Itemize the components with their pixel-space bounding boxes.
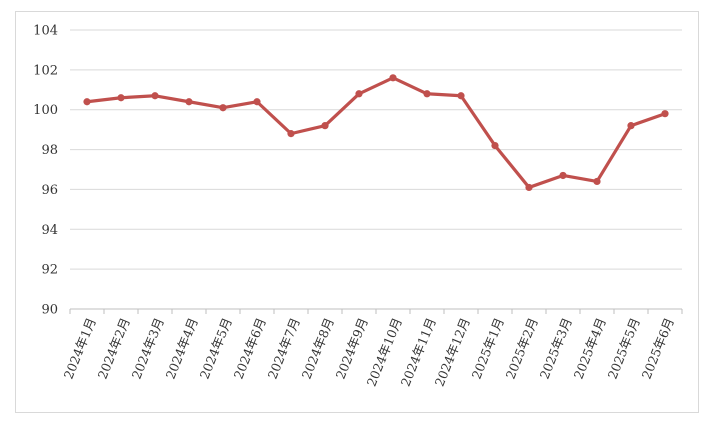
x-tick-label: 2024年8月	[299, 316, 337, 382]
data-point	[457, 92, 465, 100]
x-tick-label: 2024年10月	[364, 316, 405, 389]
data-point	[321, 122, 329, 130]
series-group	[83, 74, 669, 192]
x-tick-label: 2025年6月	[639, 316, 677, 382]
x-tick-label: 2024年3月	[129, 316, 167, 382]
x-tick-label: 2024年4月	[163, 316, 201, 382]
data-point	[287, 130, 295, 138]
data-point	[389, 74, 397, 82]
y-tick-label: 102	[33, 63, 58, 78]
x-tick-label: 2025年3月	[537, 316, 575, 382]
y-tick-label: 98	[41, 143, 58, 158]
y-tick-label: 104	[33, 24, 58, 39]
data-point	[627, 122, 635, 130]
x-tick-label: 2024年9月	[333, 316, 371, 382]
data-point	[423, 90, 431, 98]
data-point	[661, 110, 669, 118]
y-tick-label: 96	[41, 183, 58, 198]
data-point	[491, 141, 499, 150]
series-line	[85, 76, 667, 190]
data-point	[219, 104, 227, 112]
x-tick-label: 2024年12月	[432, 316, 473, 389]
y-tick-label: 92	[41, 263, 58, 278]
data-point	[151, 92, 159, 100]
gridlines	[70, 29, 682, 310]
x-axis: 2024年1月2024年2月2024年3月2024年4月2024年5月2024年…	[61, 309, 683, 389]
data-point	[593, 177, 601, 186]
chart-frame	[15, 11, 699, 413]
y-tick-label: 90	[41, 303, 58, 318]
y-axis: 90 92 94 96 98 100 102 104	[33, 24, 58, 318]
x-tick-label: 2025年5月	[605, 316, 643, 382]
data-point	[525, 183, 533, 192]
x-tick-label: 2025年4月	[571, 316, 609, 382]
data-point	[355, 90, 363, 98]
data-point	[559, 171, 567, 180]
y-tick-label: 94	[41, 223, 58, 238]
data-point	[253, 98, 261, 106]
x-tick-label: 2024年2月	[95, 316, 133, 382]
data-point	[83, 98, 91, 106]
data-point	[117, 94, 125, 102]
data-point	[185, 98, 193, 106]
y-tick-label: 100	[33, 103, 58, 118]
x-tick-label: 2024年1月	[61, 316, 99, 382]
x-tick-label: 2024年7月	[265, 316, 303, 382]
x-tick-label: 2024年5月	[197, 316, 235, 382]
x-tick-label: 2025年2月	[503, 316, 541, 382]
x-tick-label: 2025年1月	[469, 316, 507, 382]
x-tick-label: 2024年6月	[231, 316, 269, 382]
x-tick-label: 2024年11月	[398, 316, 439, 389]
